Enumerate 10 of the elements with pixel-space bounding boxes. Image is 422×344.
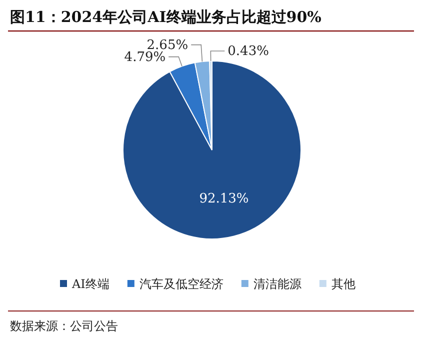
data-label: 92.13% <box>199 191 249 206</box>
legend-label: 清洁能源 <box>253 277 302 291</box>
legend-label: 其他 <box>331 277 356 291</box>
legend-label: 汽车及低空经济 <box>139 277 224 291</box>
chart-title: 图11：2024年公司AI终端业务占比超过90% <box>10 8 322 26</box>
pie-slice <box>122 60 302 240</box>
data-label: 0.43% <box>228 44 269 60</box>
source-note: 数据来源：公司公告 <box>10 319 118 333</box>
data-label: 4.79% <box>124 50 166 65</box>
legend-label: AI终端 <box>71 277 110 291</box>
